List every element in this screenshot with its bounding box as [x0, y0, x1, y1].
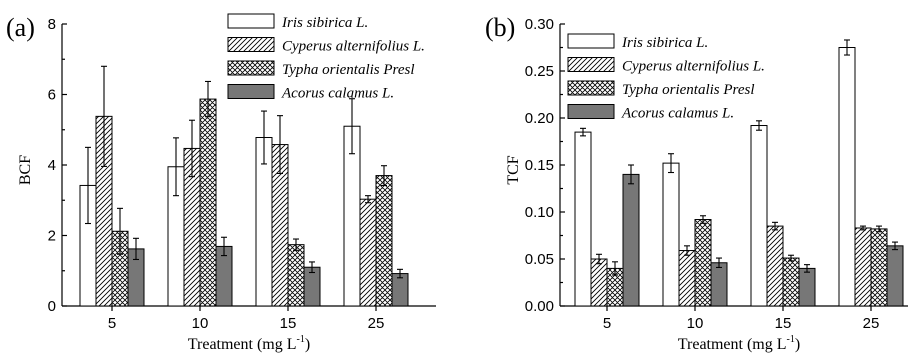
- panel-a-x-tick-label: 5: [108, 315, 116, 332]
- panel-b-y-tick-label: 0.20: [525, 110, 554, 127]
- panel-b-legend-swatch: [567, 104, 615, 119]
- panel-b-bar: [798, 267, 816, 307]
- panel-a-xlabel-sup: -1: [297, 334, 305, 345]
- panel-b-bar: [870, 228, 888, 307]
- panel-b-y-tick-label: 0.10: [525, 204, 554, 221]
- panel-b-legend-swatch: [567, 80, 615, 96]
- panel-a-legend-swatch: [227, 37, 275, 52]
- panel-b-bar: [750, 125, 768, 307]
- panel-b-legend-label: Cyperus alternifolius L.: [622, 59, 765, 75]
- panel-b-bar: [662, 162, 680, 307]
- panel-b-y-tick-label: 0.00: [525, 298, 554, 315]
- panel-b-x-tick-label: 25: [863, 315, 880, 332]
- panel-b-bar: [622, 173, 640, 307]
- panel-a-legend-label: Cyperus alternifolius L.: [282, 39, 425, 55]
- panel-b-legend-label: Iris sibirica L.: [621, 35, 708, 51]
- panel-a-legend-swatch: [227, 60, 275, 76]
- panel-a-y-tick-label: 8: [48, 16, 56, 33]
- panel-b-legend-swatch: [567, 57, 615, 72]
- panel-b-xlabel: Treatment (mg L-1): [678, 334, 800, 353]
- panel-b-legend-label: Acorus calamus L.: [621, 106, 734, 122]
- panel-b-x-tick-label: 15: [775, 315, 792, 332]
- panel-b-xlabel-close: ): [795, 336, 800, 353]
- panel-b-bar: [574, 131, 592, 307]
- panel-b-legend-swatch: [567, 33, 615, 49]
- panel-b-bar: [694, 219, 712, 307]
- panel-b-bar: [678, 250, 696, 307]
- panel-b-y-tick-label: 0.15: [525, 157, 554, 174]
- panel-b-bar: [838, 47, 856, 307]
- panel-a-xlabel: Treatment (mg L-1): [188, 334, 310, 353]
- panel-b-label: (b): [485, 13, 515, 42]
- panel-a-xlabel-close: ): [305, 336, 310, 353]
- panel-b-y-tick-label: 0.05: [525, 251, 554, 268]
- panel-b-xlabel-main: Treatment (mg L: [678, 336, 787, 353]
- panel-b-bar: [886, 245, 904, 307]
- panel-b-x-tick-label: 10: [687, 315, 704, 332]
- panel-a-bar: [391, 273, 409, 307]
- panel-a-y-tick-label: 2: [48, 228, 56, 245]
- panel-b-y-tick-label: 0.30: [525, 16, 554, 33]
- panel-b-bar: [710, 262, 728, 307]
- panel-a-plot: 0 2 4 6 8 5 10 15 25 Iris sibirica L. Cyperus alte…: [48, 13, 436, 332]
- panel-a-ylabel: BCF: [17, 155, 34, 185]
- panel-b-bar: [782, 257, 800, 307]
- panel-b-y-tick-label: 0.25: [525, 63, 554, 80]
- panel-b-legend-label: Typha orientalis Presl: [622, 82, 755, 98]
- panel-b-bar: [766, 225, 784, 307]
- panel-a-x-tick-label: 15: [280, 315, 297, 332]
- panel-a-bar: [359, 198, 377, 307]
- panel-a-x-tick-label: 25: [368, 315, 385, 332]
- panel-b-bar: [854, 227, 872, 307]
- panel-b-bar: [590, 258, 608, 307]
- panel-a-bar: [375, 175, 393, 307]
- panel-a-legend-swatch: [227, 13, 275, 29]
- panel-b-ylabel: TCF: [505, 155, 522, 184]
- panel-a-legend-swatch: [227, 84, 275, 99]
- panel-b-x-tick-label: 5: [603, 315, 611, 332]
- panel-a-legend-label: Acorus calamus L.: [281, 86, 394, 102]
- panel-a-legend-label: Iris sibirica L.: [281, 15, 368, 31]
- panel-a-bar: [199, 98, 217, 307]
- panel-a-xlabel-main: Treatment (mg L: [188, 336, 297, 353]
- panel-a-y-tick-label: 0: [48, 298, 56, 315]
- panel-b-plot: 0.00 0.05 0.10 0.15 0.20 0.25 0.30 5 10 15 25 Iris …: [525, 16, 908, 332]
- panel-a-y-tick-label: 6: [48, 87, 56, 104]
- panel-a-y-tick-label: 4: [48, 157, 56, 174]
- panel-a-x-tick-label: 10: [192, 315, 209, 332]
- panel-a-legend-label: Typha orientalis Presl: [282, 62, 415, 78]
- panel-b-xlabel-sup: -1: [787, 334, 795, 345]
- panel-a-label: (a): [6, 13, 35, 42]
- panel-a-bar: [287, 244, 305, 307]
